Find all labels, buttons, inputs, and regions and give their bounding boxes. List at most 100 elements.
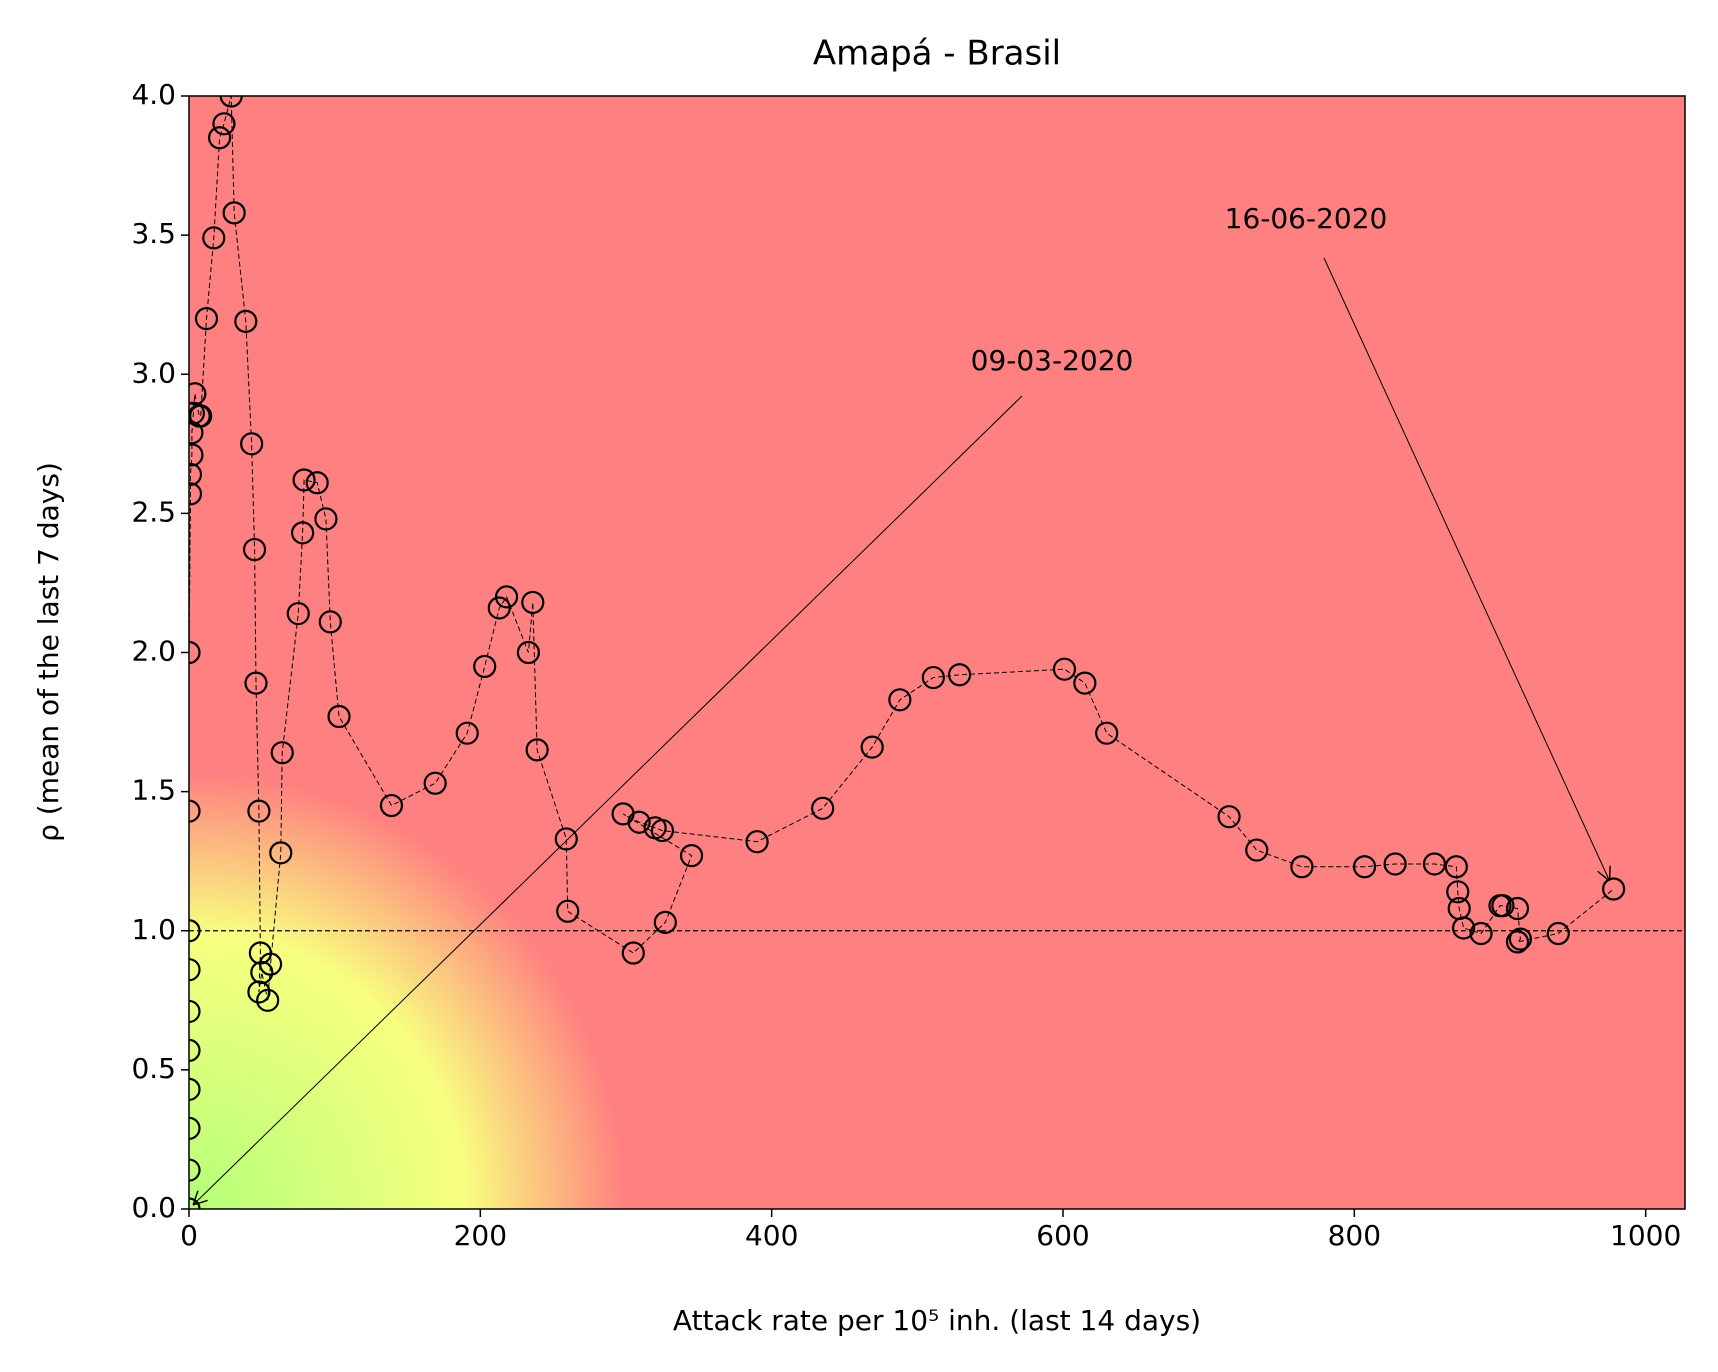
data-point	[1469, 921, 1493, 946]
data-point	[189, 1038, 201, 1062]
data-point	[194, 307, 219, 331]
data-point	[291, 521, 315, 545]
data-point	[1446, 880, 1470, 904]
data-point	[1290, 855, 1314, 879]
data-point	[292, 468, 316, 492]
x-tick-label: 800	[1328, 1219, 1381, 1252]
data-point	[921, 665, 945, 690]
data-point	[745, 830, 769, 854]
data-point	[494, 585, 519, 609]
data-point	[888, 688, 912, 712]
data-point	[1505, 896, 1530, 921]
y-tick-label: 1.5	[131, 774, 176, 807]
data-point	[1505, 930, 1530, 954]
data-point	[189, 1077, 201, 1101]
data-point	[473, 654, 497, 679]
x-tick-label: 0	[180, 1219, 198, 1252]
chart-title: Amapá - Brasil	[813, 34, 1061, 74]
x-tick-label: 400	[745, 1219, 798, 1252]
data-point	[240, 432, 264, 456]
y-tick-label: 2.5	[131, 495, 176, 528]
data-point	[189, 382, 207, 406]
data-point	[189, 958, 201, 982]
data-point	[1245, 838, 1269, 862]
data-point	[189, 640, 201, 665]
data-point	[1546, 921, 1570, 946]
data-point	[525, 738, 549, 762]
data-point	[189, 404, 213, 428]
data-point	[258, 952, 283, 976]
data-point	[621, 941, 645, 965]
data-point	[423, 771, 447, 795]
data-point	[554, 827, 578, 851]
data-point	[653, 910, 677, 935]
data-point	[242, 537, 267, 562]
annotation-label: 16-06-2020	[1225, 202, 1388, 235]
data-point	[1422, 852, 1447, 876]
data-point	[516, 640, 541, 665]
data-point	[189, 482, 203, 506]
series-line	[189, 96, 1614, 1209]
data-point	[1444, 855, 1468, 879]
data-point	[379, 793, 404, 818]
y-tick-label: 3.0	[131, 356, 176, 389]
data-point	[860, 735, 884, 759]
y-tick-label: 4.0	[131, 78, 176, 111]
data-point	[234, 309, 258, 333]
plot-area	[189, 96, 1685, 1209]
x-tick-label: 200	[454, 1219, 507, 1252]
data-point	[189, 1116, 201, 1140]
data-point	[189, 443, 204, 467]
y-tick-label: 2.0	[131, 635, 176, 668]
data-point	[189, 919, 201, 943]
annotation-arrow	[193, 395, 1023, 1205]
data-point	[189, 799, 201, 823]
x-tick-label: 1000	[1610, 1219, 1681, 1252]
plot-background	[189, 96, 1685, 1209]
y-tick-label: 1.0	[131, 913, 176, 946]
data-point	[1217, 805, 1241, 829]
data-point	[1491, 894, 1515, 918]
data-point	[1602, 877, 1626, 901]
data-point	[250, 960, 274, 985]
data-point	[811, 796, 835, 820]
data-point	[189, 1158, 201, 1182]
data-point	[286, 601, 310, 626]
data-point	[189, 462, 203, 487]
annotation-label: 09-03-2020	[971, 344, 1134, 377]
data-point	[256, 988, 280, 1012]
data-point	[1383, 852, 1407, 876]
data-point	[1508, 927, 1532, 951]
data-point	[455, 721, 479, 745]
data-point	[1451, 916, 1476, 940]
data-point	[1352, 855, 1377, 879]
data-point	[947, 663, 972, 687]
data-point	[679, 844, 704, 868]
annotation-arrow	[1323, 257, 1610, 881]
data-point	[521, 590, 545, 615]
data-point	[219, 96, 243, 108]
data-point	[202, 226, 226, 250]
y-tick-label: 0.0	[131, 1191, 176, 1224]
data-point	[270, 741, 294, 765]
y-tick-label: 0.5	[131, 1052, 176, 1085]
y-axis-label: ρ (mean of the last 7 days)	[32, 462, 65, 842]
data-point	[314, 507, 338, 531]
x-tick-label: 600	[1036, 1219, 1089, 1252]
data-point	[650, 818, 675, 843]
data-point	[269, 841, 293, 865]
data-point	[247, 799, 271, 823]
data-point	[244, 671, 268, 695]
data-point	[627, 810, 651, 834]
data-point	[318, 610, 342, 634]
data-point	[1073, 671, 1097, 695]
data-point	[305, 471, 329, 495]
data-point	[1052, 657, 1077, 681]
data-point	[1095, 721, 1119, 745]
data-point	[556, 899, 580, 923]
data-point	[207, 126, 232, 150]
y-tick-label: 3.5	[131, 217, 176, 250]
x-axis-label: Attack rate per 10⁵ inh. (last 14 days)	[673, 1304, 1201, 1337]
data-point	[212, 112, 236, 136]
